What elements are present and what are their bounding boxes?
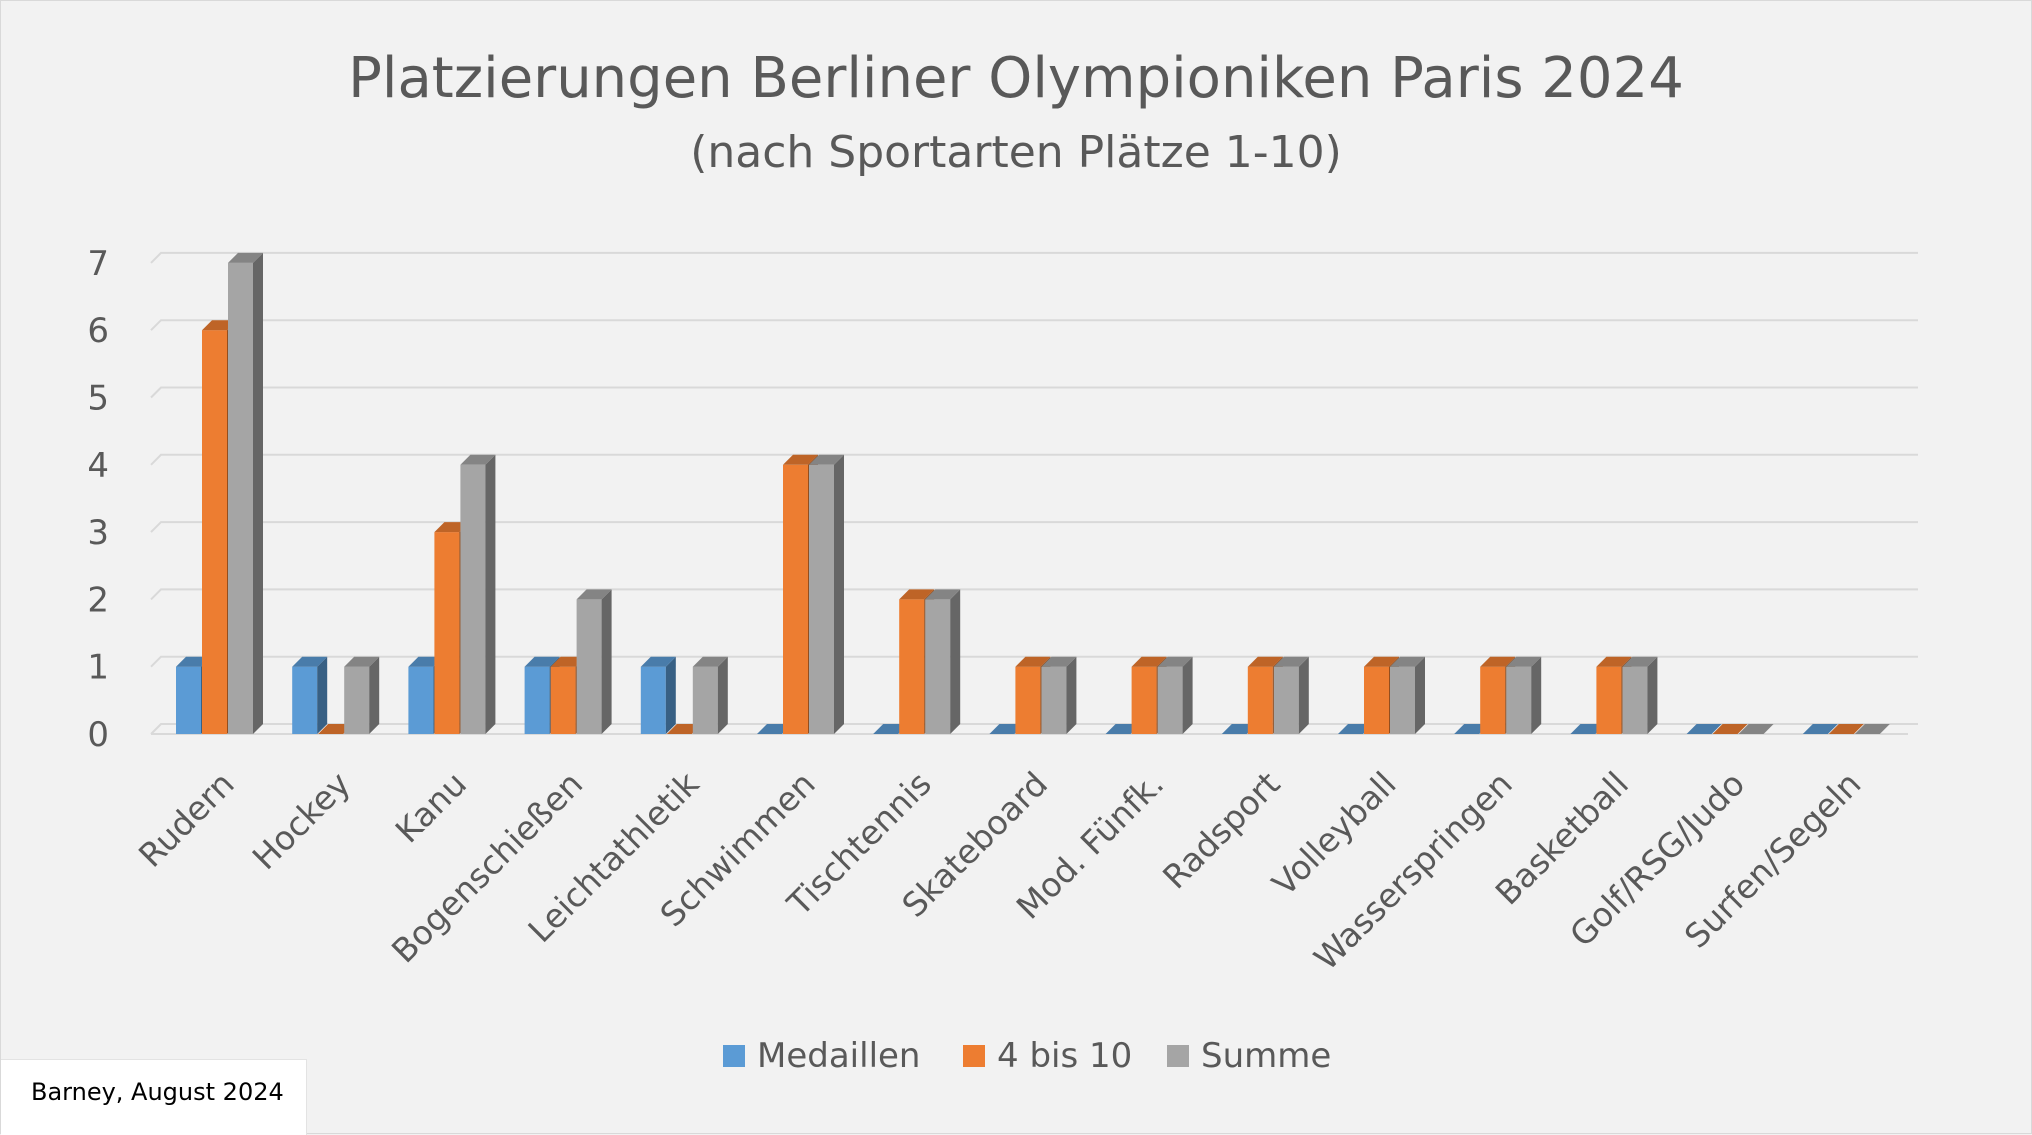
bar-summe — [1273, 656, 1309, 734]
chart-title: Platzierungen Berliner Olympioniken Pari… — [348, 46, 1684, 111]
chart-subtitle: (nach Sportarten Plätze 1-10) — [690, 127, 1342, 178]
gridline — [150, 723, 1918, 735]
y-tick-label: 0 — [87, 715, 109, 755]
bar-summe — [1854, 724, 1890, 734]
bar-summe — [1041, 656, 1077, 734]
bar-summe — [1157, 656, 1193, 734]
bar-summe — [228, 252, 263, 734]
bar-4-bis-10 — [1828, 724, 1864, 734]
bar-medaillen — [292, 656, 328, 734]
bar-medaillen — [640, 656, 676, 734]
legend-item: Summe — [1167, 1036, 1331, 1076]
legend-item: Medaillen — [723, 1036, 920, 1076]
bar-medaillen — [1686, 724, 1722, 734]
x-tick-label: Kanu — [388, 764, 474, 850]
gridline — [150, 521, 1918, 533]
credit-label: Barney, August 2024 — [1, 1059, 307, 1135]
bar-medaillen — [1802, 724, 1838, 734]
y-tick-label: 7 — [87, 244, 109, 284]
legend-swatch — [1167, 1045, 1189, 1067]
y-tick-label: 2 — [87, 580, 109, 620]
bar-summe — [1738, 724, 1774, 734]
y-tick-label: 5 — [87, 379, 109, 419]
y-axis: 0 1 2 3 4 5 6 7 — [87, 244, 109, 755]
y-tick-label: 3 — [87, 513, 109, 553]
legend-label: Summe — [1201, 1036, 1331, 1076]
bar-summe — [1390, 656, 1425, 734]
legend: Medaillen 4 bis 10 Summe — [723, 1036, 1331, 1076]
legend-item: 4 bis 10 — [963, 1036, 1132, 1076]
gridline — [150, 386, 1918, 399]
y-tick-label: 6 — [87, 311, 109, 351]
legend-swatch — [963, 1045, 985, 1067]
gridline — [150, 453, 1918, 466]
y-tick-label: 1 — [87, 648, 109, 688]
bar-summe — [576, 589, 612, 734]
x-tick-label: Rudern — [131, 764, 242, 875]
bar-summe — [692, 656, 728, 734]
legend-label: Medaillen — [757, 1036, 920, 1076]
bar-4-bis-10 — [1712, 724, 1748, 734]
bar-summe — [344, 656, 380, 734]
gridline — [150, 251, 1918, 264]
gridline — [150, 655, 1918, 668]
x-tick-label: Wasserspringen — [1306, 764, 1520, 978]
x-tick-label: Hockey — [245, 764, 358, 877]
bar-summe — [925, 589, 961, 734]
bar-summe — [809, 454, 844, 734]
bars — [176, 252, 1890, 734]
y-tick-label: 4 — [87, 446, 109, 486]
bar-summe — [1622, 656, 1658, 734]
legend-swatch — [723, 1045, 745, 1067]
x-axis: Rudern Hockey KanuBogenschießenLeichtathle… — [131, 763, 1868, 977]
legend-label: 4 bis 10 — [997, 1036, 1132, 1076]
gridline — [150, 588, 1918, 601]
gridline — [150, 319, 1918, 331]
bar-summe — [460, 454, 496, 734]
bar-summe — [1506, 656, 1542, 734]
